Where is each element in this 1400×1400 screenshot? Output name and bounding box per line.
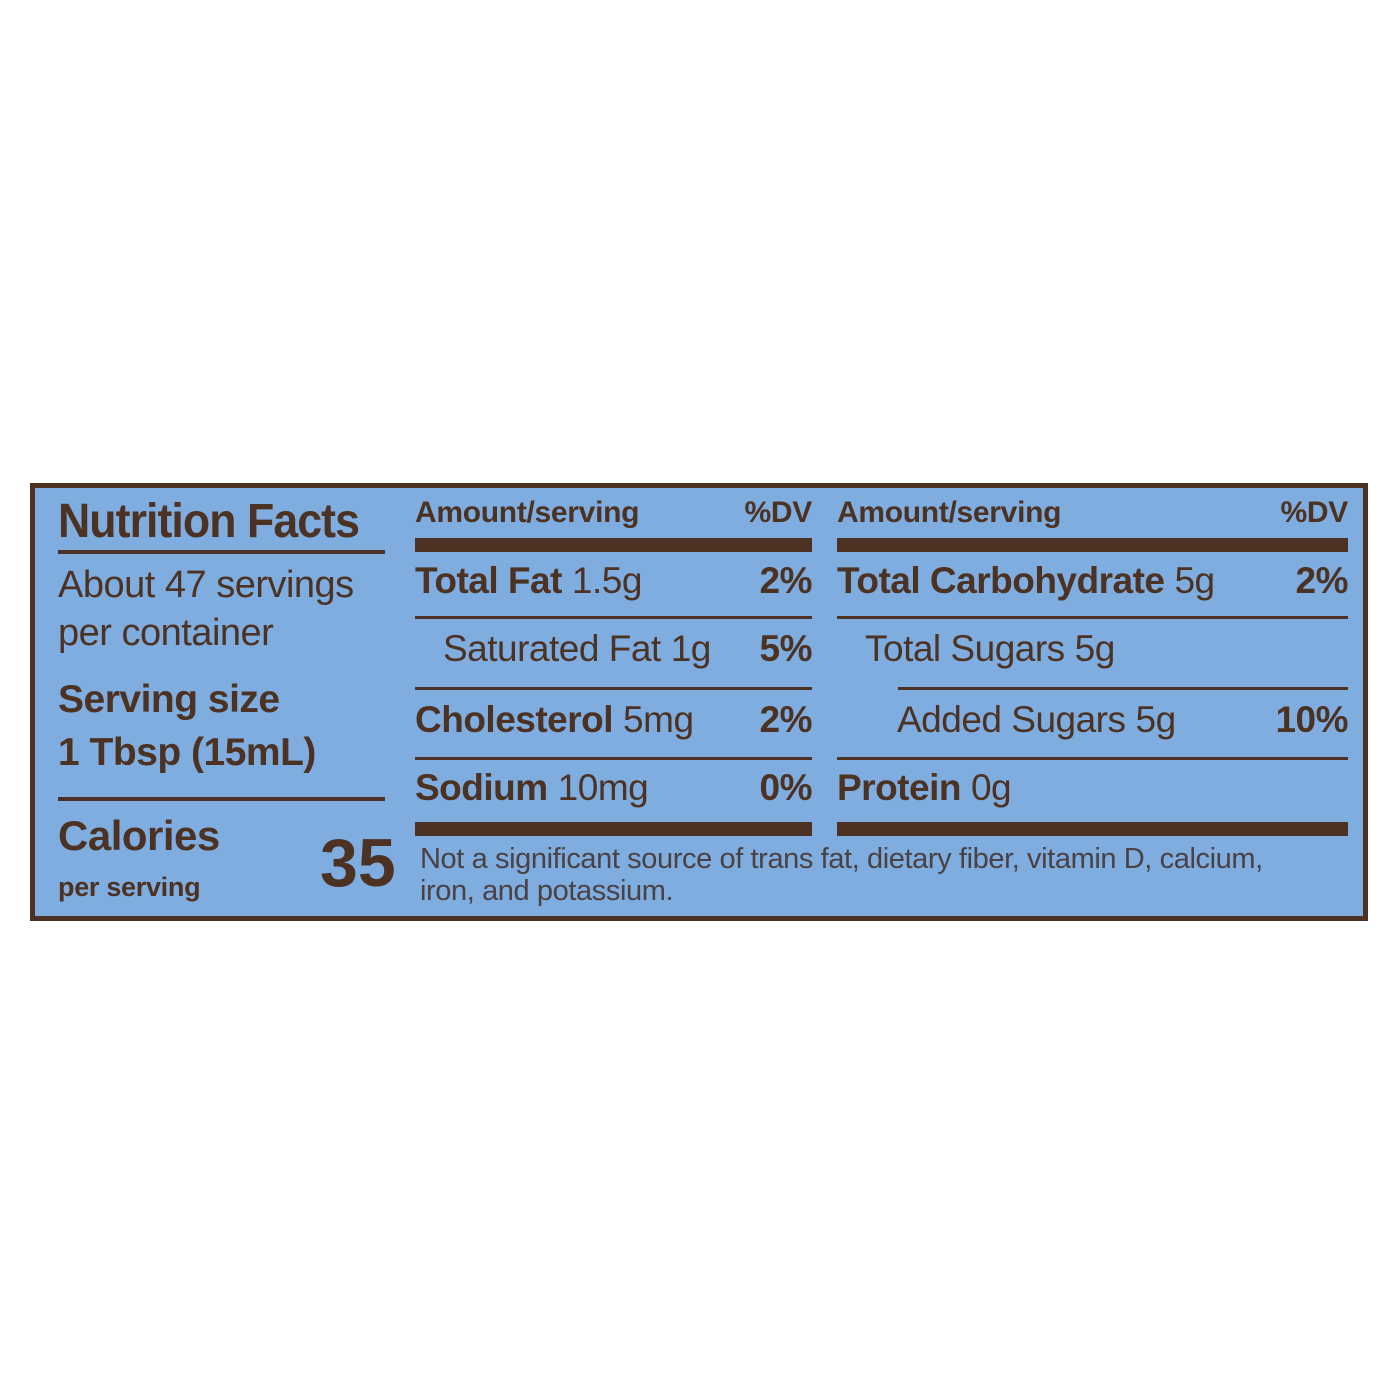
footnote-line2: iron, and potassium. — [420, 875, 674, 907]
percent-dv-header: %DV — [1280, 496, 1349, 529]
nutrient-name: Sodium — [415, 767, 548, 808]
amount-serving-header: Amount/serving — [837, 496, 1062, 529]
nutrient-dv: 2% — [759, 560, 813, 601]
nutrient-row-sodium: Sodium 10mg 0% — [415, 767, 813, 809]
nutrient-name: Total Sugars — [865, 628, 1065, 669]
nutrient-text: Protein 0g — [837, 767, 1012, 809]
separator-indented — [898, 687, 1348, 690]
nutrient-name: Cholesterol — [415, 699, 614, 740]
thick-bar — [415, 822, 812, 836]
thick-bar — [415, 538, 812, 552]
nutrition-facts-panel: Nutrition Facts About 47 servings per co… — [30, 483, 1368, 921]
amount-serving-header: Amount/serving — [415, 496, 640, 529]
nutrient-row-total-carbohydrate: Total Carbohydrate 5g 2% — [837, 560, 1349, 602]
title-underline — [58, 550, 385, 554]
nutrient-row-saturated-fat: Saturated Fat 1g 5% — [415, 628, 813, 670]
nutrient-text: Cholesterol 5mg — [415, 699, 694, 741]
nutrient-text: Added Sugars 5g — [837, 699, 1176, 741]
separator — [837, 616, 1348, 619]
column-header: Amount/serving %DV — [415, 496, 812, 530]
nutrient-column-left: Amount/serving %DV Total Fat 1.5g 2% Satu… — [415, 488, 813, 916]
nutrient-dv: 0% — [759, 767, 813, 808]
nutrient-name: Saturated Fat — [443, 628, 661, 669]
nutrient-amount: 5g — [1174, 560, 1215, 601]
nutrient-text: Total Fat 1.5g — [415, 560, 642, 602]
percent-dv-header: %DV — [744, 496, 813, 529]
footnote: Not a significant source of trans fat, d… — [420, 843, 1365, 907]
calories-label: Calories — [58, 812, 220, 859]
nutrient-name: Protein — [837, 767, 961, 808]
nutrient-name: Total Carbohydrate — [837, 560, 1165, 601]
nutrient-dv: 2% — [759, 699, 813, 740]
nutrient-row-added-sugars: Added Sugars 5g 10% — [837, 699, 1348, 741]
separator — [837, 757, 1348, 760]
nutrient-amount: 10mg — [557, 767, 649, 808]
nutrient-amount: 5mg — [623, 699, 694, 740]
thick-bar — [837, 822, 1348, 836]
nutrient-amount: 5g — [1074, 628, 1116, 669]
servings-per-container-line2: per container — [58, 612, 274, 654]
serving-size-underline — [58, 797, 385, 801]
nutrient-column-right: Amount/serving %DV Total Carbohydrate 5g … — [837, 488, 1349, 916]
nutrient-row-protein: Protein 0g — [837, 767, 1348, 809]
calories-per-serving-label: per serving — [58, 872, 201, 902]
nutrient-name: Total Fat — [415, 560, 562, 601]
nutrient-dv: 5% — [759, 628, 813, 669]
nutrient-text: Saturated Fat 1g — [415, 628, 711, 670]
nutrient-row-total-sugars: Total Sugars 5g — [837, 628, 1348, 670]
column-header: Amount/serving %DV — [837, 496, 1348, 530]
nutrient-amount: 1g — [670, 628, 712, 669]
separator — [415, 757, 812, 760]
nutrient-name: Added Sugars — [897, 699, 1126, 740]
nutrient-text: Total Sugars 5g — [837, 628, 1115, 670]
label-identity-column: Nutrition Facts About 47 servings per co… — [58, 488, 396, 916]
calories-value: 35 — [320, 825, 396, 901]
footnote-line1: Not a significant source of trans fat, d… — [420, 843, 1263, 875]
nutrition-facts-title: Nutrition Facts — [58, 495, 360, 548]
nutrient-row-cholesterol: Cholesterol 5mg 2% — [415, 699, 813, 741]
thick-bar — [837, 538, 1348, 552]
nutrient-amount: 1.5g — [571, 560, 643, 601]
separator — [415, 616, 812, 619]
nutrient-amount: 5g — [1135, 699, 1177, 740]
serving-size-label: Serving size — [58, 678, 280, 721]
separator — [415, 687, 812, 690]
nutrient-text: Total Carbohydrate 5g — [837, 560, 1215, 602]
nutrient-dv: 10% — [1275, 699, 1348, 740]
servings-per-container-line1: About 47 servings — [58, 564, 354, 606]
nutrient-dv: 2% — [1295, 560, 1349, 601]
nutrient-row-total-fat: Total Fat 1.5g 2% — [415, 560, 813, 602]
nutrient-amount: 0g — [970, 767, 1012, 808]
nutrient-text: Sodium 10mg — [415, 767, 649, 809]
serving-size-value: 1 Tbsp (15mL) — [58, 731, 316, 774]
